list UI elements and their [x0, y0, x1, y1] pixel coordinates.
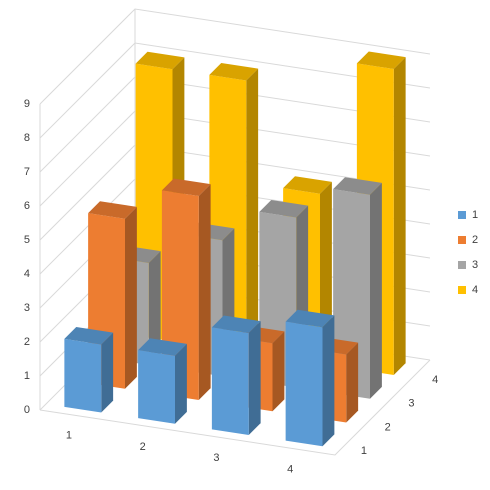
bar-top	[211, 315, 261, 333]
legend-swatch	[458, 236, 466, 244]
bar-side	[246, 68, 259, 353]
y-tick-label: 0	[24, 404, 30, 416]
bar	[64, 327, 114, 413]
legend-swatch	[458, 261, 466, 269]
bar-side	[175, 343, 187, 424]
bar	[138, 338, 187, 424]
x-tick-label: 1	[66, 430, 72, 442]
y-tick-label: 3	[24, 302, 30, 314]
bar-top	[259, 200, 309, 218]
bar	[285, 309, 335, 447]
bar-top	[88, 201, 137, 219]
legend-label: 2	[472, 234, 478, 246]
y-tick-label: 8	[24, 132, 30, 144]
bar-side	[125, 206, 137, 389]
z-tick-label: 2	[385, 421, 391, 433]
bar-front	[285, 321, 323, 447]
bar-side	[101, 332, 114, 413]
bar-side	[148, 251, 161, 365]
legend-swatch	[458, 286, 466, 294]
z-tick-label: 3	[408, 398, 414, 410]
bar-top	[285, 309, 335, 328]
legend-label: 3	[472, 259, 478, 271]
y-tick-label: 9	[24, 98, 30, 110]
floor	[39, 359, 431, 456]
bar-top	[64, 327, 114, 345]
bar-top	[333, 177, 382, 195]
z-tick-label: 1	[361, 445, 367, 457]
x-tick-label: 3	[213, 452, 219, 464]
bar-front	[138, 350, 175, 424]
bar-front	[211, 327, 249, 435]
y-tick-label: 2	[24, 336, 30, 348]
bar-front	[64, 338, 102, 413]
legend-swatch	[458, 211, 466, 219]
legend-label: 1	[472, 209, 478, 221]
bar-top	[135, 51, 185, 70]
x-tick-label: 4	[287, 463, 293, 475]
bar-top	[209, 63, 259, 81]
y-tick-label: 7	[24, 166, 30, 178]
bar-side	[322, 315, 335, 447]
bar-side	[272, 331, 285, 412]
x-tick-label: 2	[140, 441, 146, 453]
y-tick-label: 4	[24, 268, 30, 280]
bar-top	[161, 178, 211, 196]
z-tick-label: 4	[432, 374, 438, 386]
bar-side	[248, 321, 261, 435]
bar-side	[346, 342, 359, 423]
bar-side	[198, 184, 211, 400]
legend-label: 4	[472, 284, 478, 296]
y-tick-label: 6	[24, 200, 30, 212]
y-tick-label: 5	[24, 234, 30, 246]
bar-top	[138, 338, 187, 356]
bar	[211, 315, 261, 435]
bar-side	[393, 57, 406, 375]
bar-top	[356, 51, 406, 69]
y-tick-label: 1	[24, 370, 30, 382]
bar-top	[283, 176, 332, 194]
bar-side	[370, 182, 382, 399]
